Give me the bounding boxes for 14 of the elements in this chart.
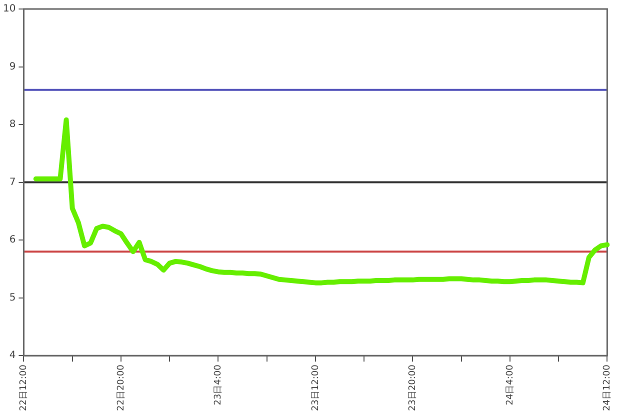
y-tick-label: 7 (9, 176, 16, 188)
x-tick-label: 22日12:00 (19, 364, 30, 411)
x-tick-label: 24日12:00 (602, 364, 613, 411)
x-tick-label: 23日12:00 (310, 364, 321, 411)
y-tick-label: 10 (2, 4, 16, 15)
y-tick-label: 5 (9, 292, 16, 304)
y-tick-label: 4 (9, 350, 16, 362)
x-tick-label: 23日4:00 (214, 364, 224, 406)
x-tick-label: 22日20:00 (116, 364, 126, 411)
x-tick-label: 23日20:00 (408, 364, 418, 411)
y-tick-label: 6 (9, 234, 16, 246)
y-tick-label: 8 (9, 119, 16, 130)
y-tick-label: 9 (9, 61, 16, 72)
x-tick-label: 24日4:00 (505, 364, 516, 406)
